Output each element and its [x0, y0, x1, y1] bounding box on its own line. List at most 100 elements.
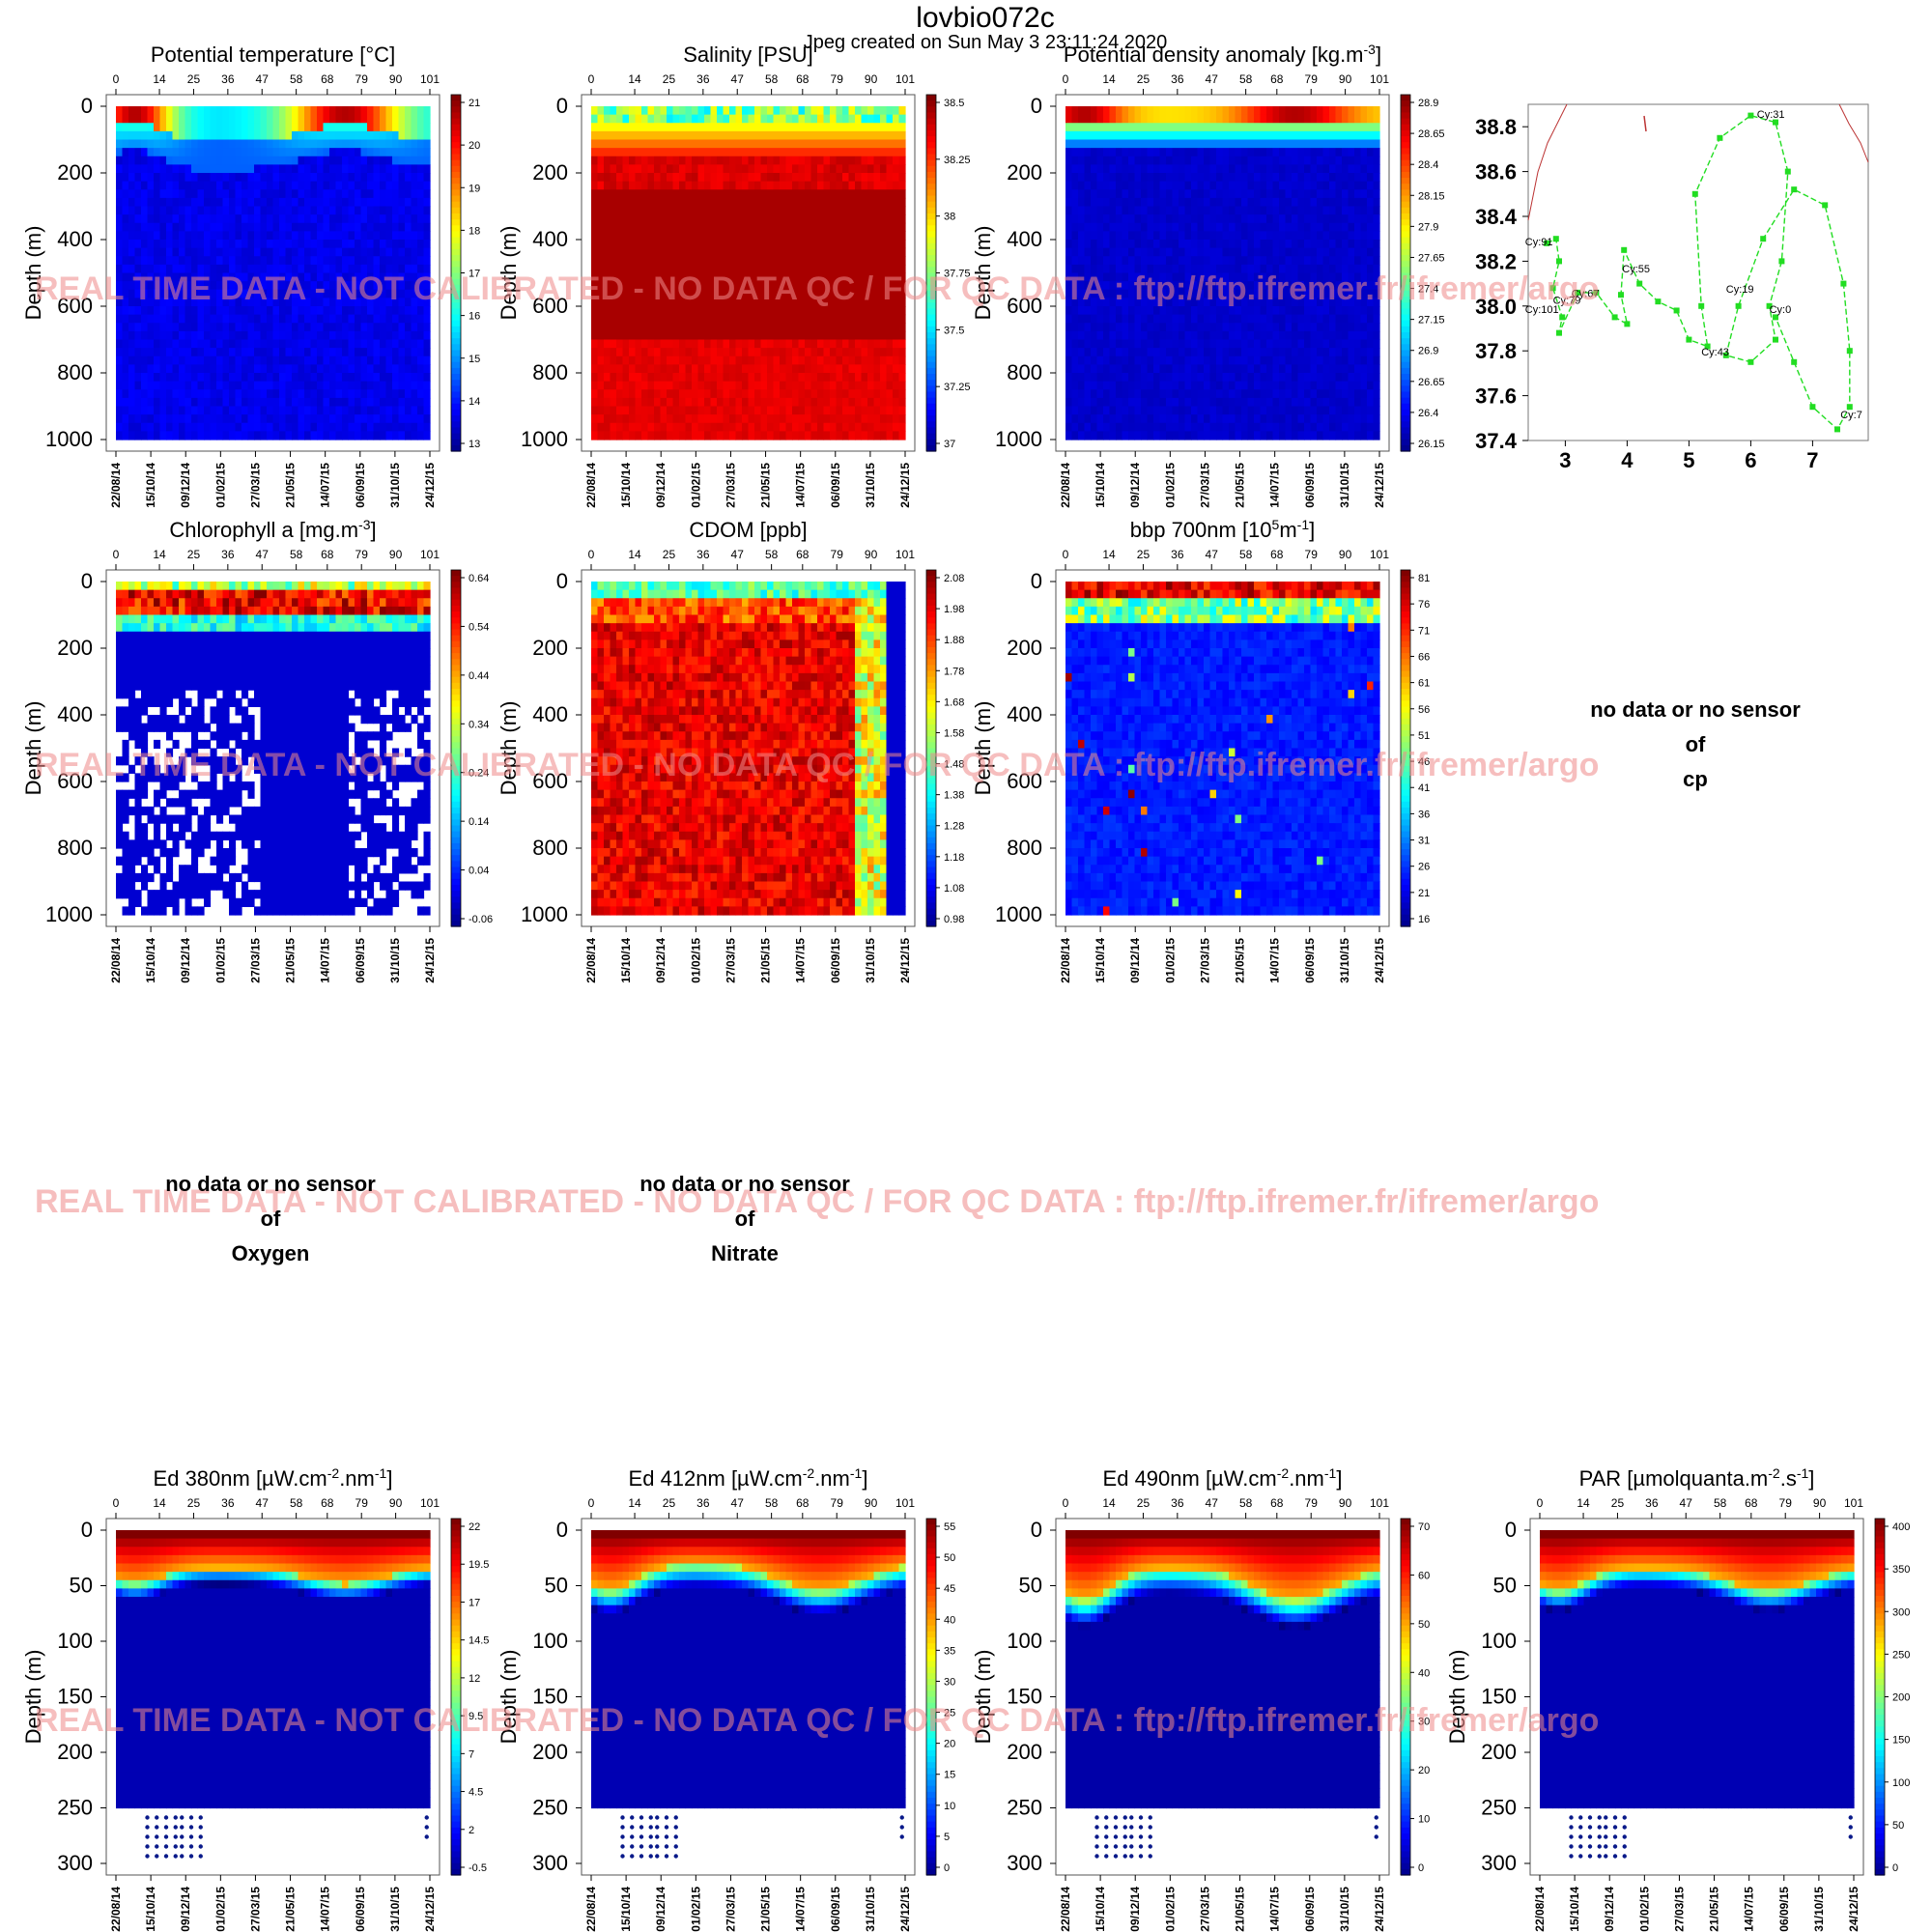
heatmap-cell [386, 315, 393, 324]
heatmap-cell [611, 423, 617, 432]
heatmap-cell [399, 240, 406, 248]
heatmap-cell [254, 356, 261, 365]
heatmap-cell [166, 348, 173, 356]
heatmap-cell [185, 156, 192, 165]
heatmap-cell [128, 356, 135, 365]
heatmap-cell [830, 364, 837, 373]
heatmap-cell [679, 348, 686, 356]
heatmap-cell [830, 240, 837, 248]
heatmap-cell [298, 240, 305, 248]
heatmap-cell [880, 364, 887, 373]
heatmap-cell [686, 131, 693, 140]
heatmap-cell [729, 431, 736, 440]
heatmap-cell [211, 240, 217, 248]
heatmap-cell [679, 256, 686, 265]
heatmap-cell [792, 323, 799, 331]
heatmap-cell [412, 115, 418, 124]
heatmap-cell [386, 331, 393, 340]
heatmap-cell [679, 364, 686, 373]
heatmap-cell [799, 231, 806, 240]
heatmap-cell [1072, 389, 1079, 398]
cycle-tick-label: 47 [256, 72, 270, 86]
heatmap-cell [279, 140, 286, 149]
heatmap-cell [279, 423, 286, 432]
heatmap-cell [399, 423, 406, 432]
colorbar-segment [926, 155, 936, 161]
heatmap-cell [623, 182, 630, 190]
heatmap-cell [374, 373, 381, 382]
heatmap-cell [837, 248, 843, 257]
heatmap-cell [887, 189, 894, 198]
heatmap-cell [254, 331, 261, 340]
heatmap-cell [686, 106, 693, 115]
heatmap-cell [598, 231, 605, 240]
heatmap-cell [641, 431, 648, 440]
heatmap-cell [598, 398, 605, 407]
heatmap-cell [686, 173, 693, 182]
heatmap-cell [179, 323, 185, 331]
heatmap-cell [679, 340, 686, 349]
colorbar-segment [451, 404, 461, 411]
heatmap-cell [191, 248, 198, 257]
heatmap-cell [661, 315, 668, 324]
heatmap-cell [198, 315, 205, 324]
heatmap-cell [598, 323, 605, 331]
heatmap-cell [223, 106, 230, 115]
heatmap-cell [767, 389, 774, 398]
heatmap-cell [780, 148, 786, 156]
heatmap-cell [724, 398, 730, 407]
heatmap-cell [623, 214, 630, 223]
heatmap-cell [399, 306, 406, 315]
heatmap-cell [623, 340, 630, 349]
heatmap-cell [374, 106, 381, 115]
heatmap-cell [641, 240, 648, 248]
heatmap-cell [692, 189, 698, 198]
heatmap-cell [1065, 156, 1072, 165]
heatmap-cell [874, 198, 881, 207]
heatmap-cell [729, 131, 736, 140]
heatmap-cell [160, 189, 167, 198]
heatmap-cell [704, 348, 711, 356]
heatmap-cell [893, 407, 899, 415]
heatmap-cell [786, 214, 793, 223]
heatmap-cell [591, 315, 598, 324]
heatmap-cell [654, 240, 661, 248]
heatmap-cell [242, 189, 248, 198]
heatmap-cell [236, 248, 242, 257]
heatmap-cell [248, 248, 255, 257]
heatmap-cell [880, 223, 887, 232]
heatmap-cell [724, 182, 730, 190]
heatmap-cell [298, 256, 305, 265]
heatmap-cell [761, 256, 768, 265]
heatmap-cell [899, 398, 906, 407]
heatmap-cell [786, 389, 793, 398]
heatmap-cell [893, 164, 899, 173]
heatmap-cell [361, 207, 368, 215]
heatmap-cell [880, 382, 887, 390]
heatmap-cell [267, 331, 273, 340]
heatmap-cell [223, 248, 230, 257]
heatmap-cell [842, 131, 849, 140]
heatmap-cell [761, 323, 768, 331]
heatmap-cell [729, 240, 736, 248]
heatmap-cell [128, 373, 135, 382]
heatmap-cell [324, 382, 330, 390]
heatmap-cell [154, 331, 160, 340]
heatmap-cell [717, 431, 724, 440]
heatmap-cell [279, 207, 286, 215]
heatmap-cell [805, 189, 811, 198]
heatmap-cell [191, 140, 198, 149]
heatmap-cell [374, 223, 381, 232]
heatmap-cell [254, 407, 261, 415]
heatmap-cell [412, 231, 418, 240]
heatmap-cell [204, 431, 211, 440]
heatmap-cell [355, 189, 361, 198]
heatmap-cell [591, 389, 598, 398]
heatmap-cell [729, 248, 736, 257]
colorbar-segment [451, 362, 461, 369]
heatmap-cell [248, 323, 255, 331]
heatmap-cell [298, 198, 305, 207]
heatmap-cell [623, 115, 630, 124]
heatmap-cell [673, 331, 680, 340]
heatmap-cell [811, 240, 818, 248]
